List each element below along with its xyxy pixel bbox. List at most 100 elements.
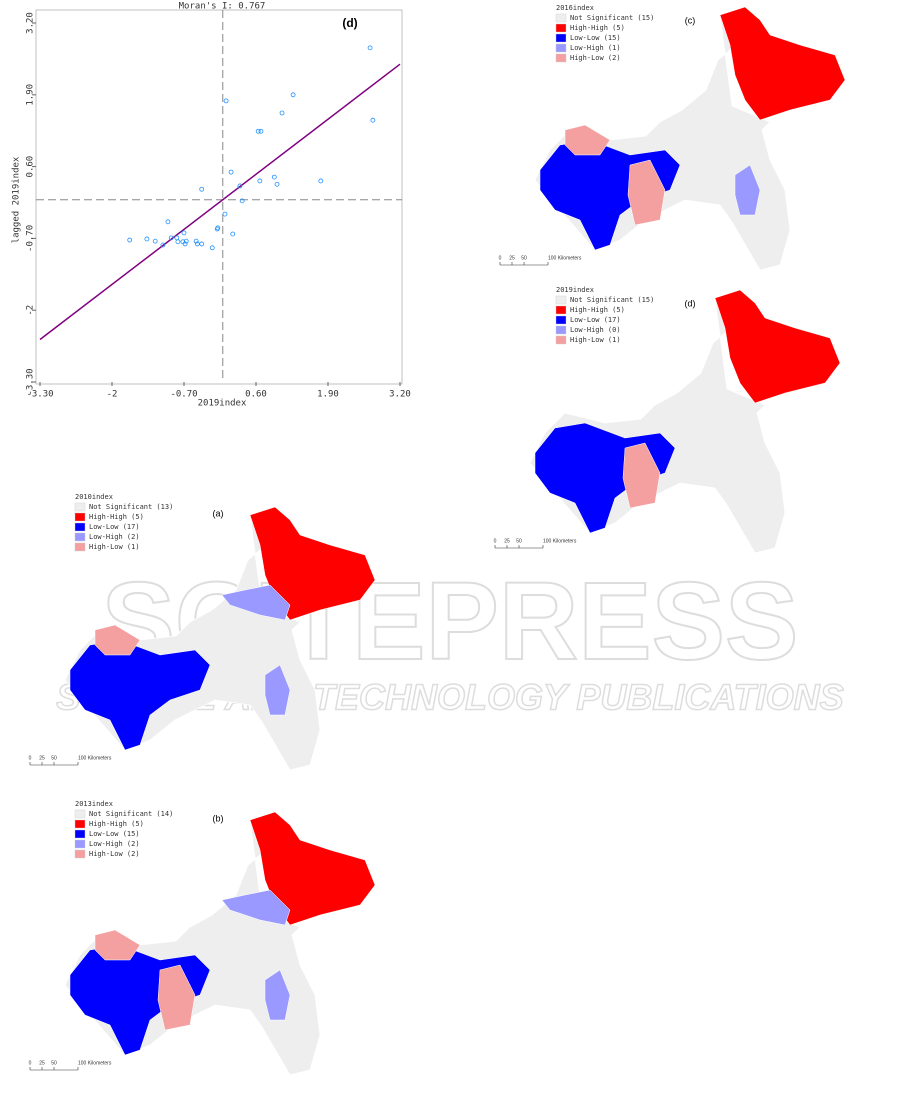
point (165, 219, 171, 225)
region-cluster (564, 124, 611, 156)
point (239, 198, 245, 204)
panel-label: (d) (342, 16, 357, 30)
region-cluster (264, 664, 291, 716)
legend-swatch (74, 849, 86, 859)
regression-line (39, 63, 401, 341)
point (257, 178, 263, 184)
scale-label: 100 Kilometers (543, 538, 577, 544)
scale-label: 100 Kilometers (78, 755, 112, 761)
x-tick-label: 1.90 (317, 390, 339, 400)
panel-label: (d) (685, 298, 696, 308)
point (223, 98, 229, 104)
point (370, 117, 376, 123)
point (209, 245, 215, 251)
point (214, 226, 220, 232)
legend-swatch (74, 829, 86, 839)
region-cluster (94, 624, 141, 656)
y-tick-label: -0.70 (26, 225, 36, 252)
region-cluster (627, 159, 666, 226)
legend-entry: Low-Low (15) (570, 34, 621, 42)
legend-title: 2019index (556, 286, 594, 294)
point (279, 110, 285, 116)
point (274, 181, 280, 187)
point (258, 128, 264, 134)
legend-swatch (555, 295, 567, 305)
point (290, 92, 296, 98)
scale-label: 100 Kilometers (78, 1060, 112, 1066)
legend-title: 2013index (75, 800, 113, 808)
legend-entry: Not Significant (13) (89, 503, 173, 511)
legend-entry: Low-High (2) (89, 840, 140, 848)
legend-swatch (555, 335, 567, 345)
region-cluster (221, 889, 291, 926)
region-cluster (249, 811, 376, 926)
scale-label: 25 (509, 255, 515, 261)
legend-title: 2010index (75, 493, 113, 501)
point (255, 128, 261, 134)
legend-entry: Low-Low (17) (570, 316, 621, 324)
point (228, 169, 234, 175)
legend-swatch (74, 819, 86, 829)
point (152, 238, 158, 244)
region-cluster (249, 506, 376, 621)
x-tick-label: -3.30 (26, 390, 53, 400)
point (168, 235, 174, 241)
legend-swatch (555, 305, 567, 315)
panel-label: (c) (685, 15, 696, 25)
region-cluster (94, 929, 141, 961)
scale-label: 0 (494, 538, 497, 544)
legend-swatch (555, 13, 567, 23)
y-tick-label: 0.60 (26, 156, 36, 178)
legend-swatch (74, 522, 86, 532)
scale-label: 100 Kilometers (548, 255, 582, 261)
legend-swatch (74, 532, 86, 542)
legend-swatch (74, 542, 86, 552)
y-tick-label: -2 (26, 305, 36, 316)
point (199, 241, 205, 247)
x-tick-label: -2 (107, 390, 118, 400)
scale-label: 0 (499, 255, 502, 261)
legend-swatch (555, 53, 567, 63)
scale-label: 25 (504, 538, 510, 544)
scale-label: 25 (39, 755, 45, 761)
legend-swatch (555, 23, 567, 33)
legend-entry: Low-High (0) (570, 326, 621, 334)
map (534, 6, 846, 271)
legend-entry: Low-High (1) (570, 44, 621, 52)
y-axis-label: lagged 2019index (12, 156, 22, 243)
scale-label: 50 (51, 1060, 57, 1066)
scale-label: 50 (521, 255, 527, 261)
scale-label: 25 (39, 1060, 45, 1066)
legend-entry: High-High (5) (570, 24, 625, 32)
point (175, 239, 181, 245)
map (64, 811, 376, 1076)
point (230, 231, 236, 237)
legend-swatch (555, 325, 567, 335)
region-cluster (221, 584, 291, 621)
point (144, 236, 150, 242)
legend-swatch (74, 502, 86, 512)
legend-entry: High-Low (1) (570, 336, 621, 344)
point (199, 186, 205, 192)
region-cluster (714, 289, 841, 404)
point (160, 242, 166, 248)
legend-entry: High-High (5) (89, 820, 144, 828)
legend-entry: Not Significant (15) (570, 14, 654, 22)
legend-entry: High-Low (2) (570, 54, 621, 62)
point (367, 45, 373, 51)
y-tick-label: -3.30 (26, 368, 36, 395)
legend-entry: High-High (5) (89, 513, 144, 521)
point (194, 241, 200, 247)
point (174, 235, 180, 241)
legend-entry: High-Low (1) (89, 543, 140, 551)
point (127, 237, 133, 243)
legend-swatch (74, 839, 86, 849)
legend-entry: Low-Low (15) (89, 830, 140, 838)
scale-label: 0 (29, 755, 32, 761)
x-tick-label: 0.60 (245, 390, 267, 400)
region-cluster (622, 442, 661, 509)
point (183, 238, 189, 244)
legend-entry: Not Significant (15) (570, 296, 654, 304)
point (181, 230, 187, 236)
